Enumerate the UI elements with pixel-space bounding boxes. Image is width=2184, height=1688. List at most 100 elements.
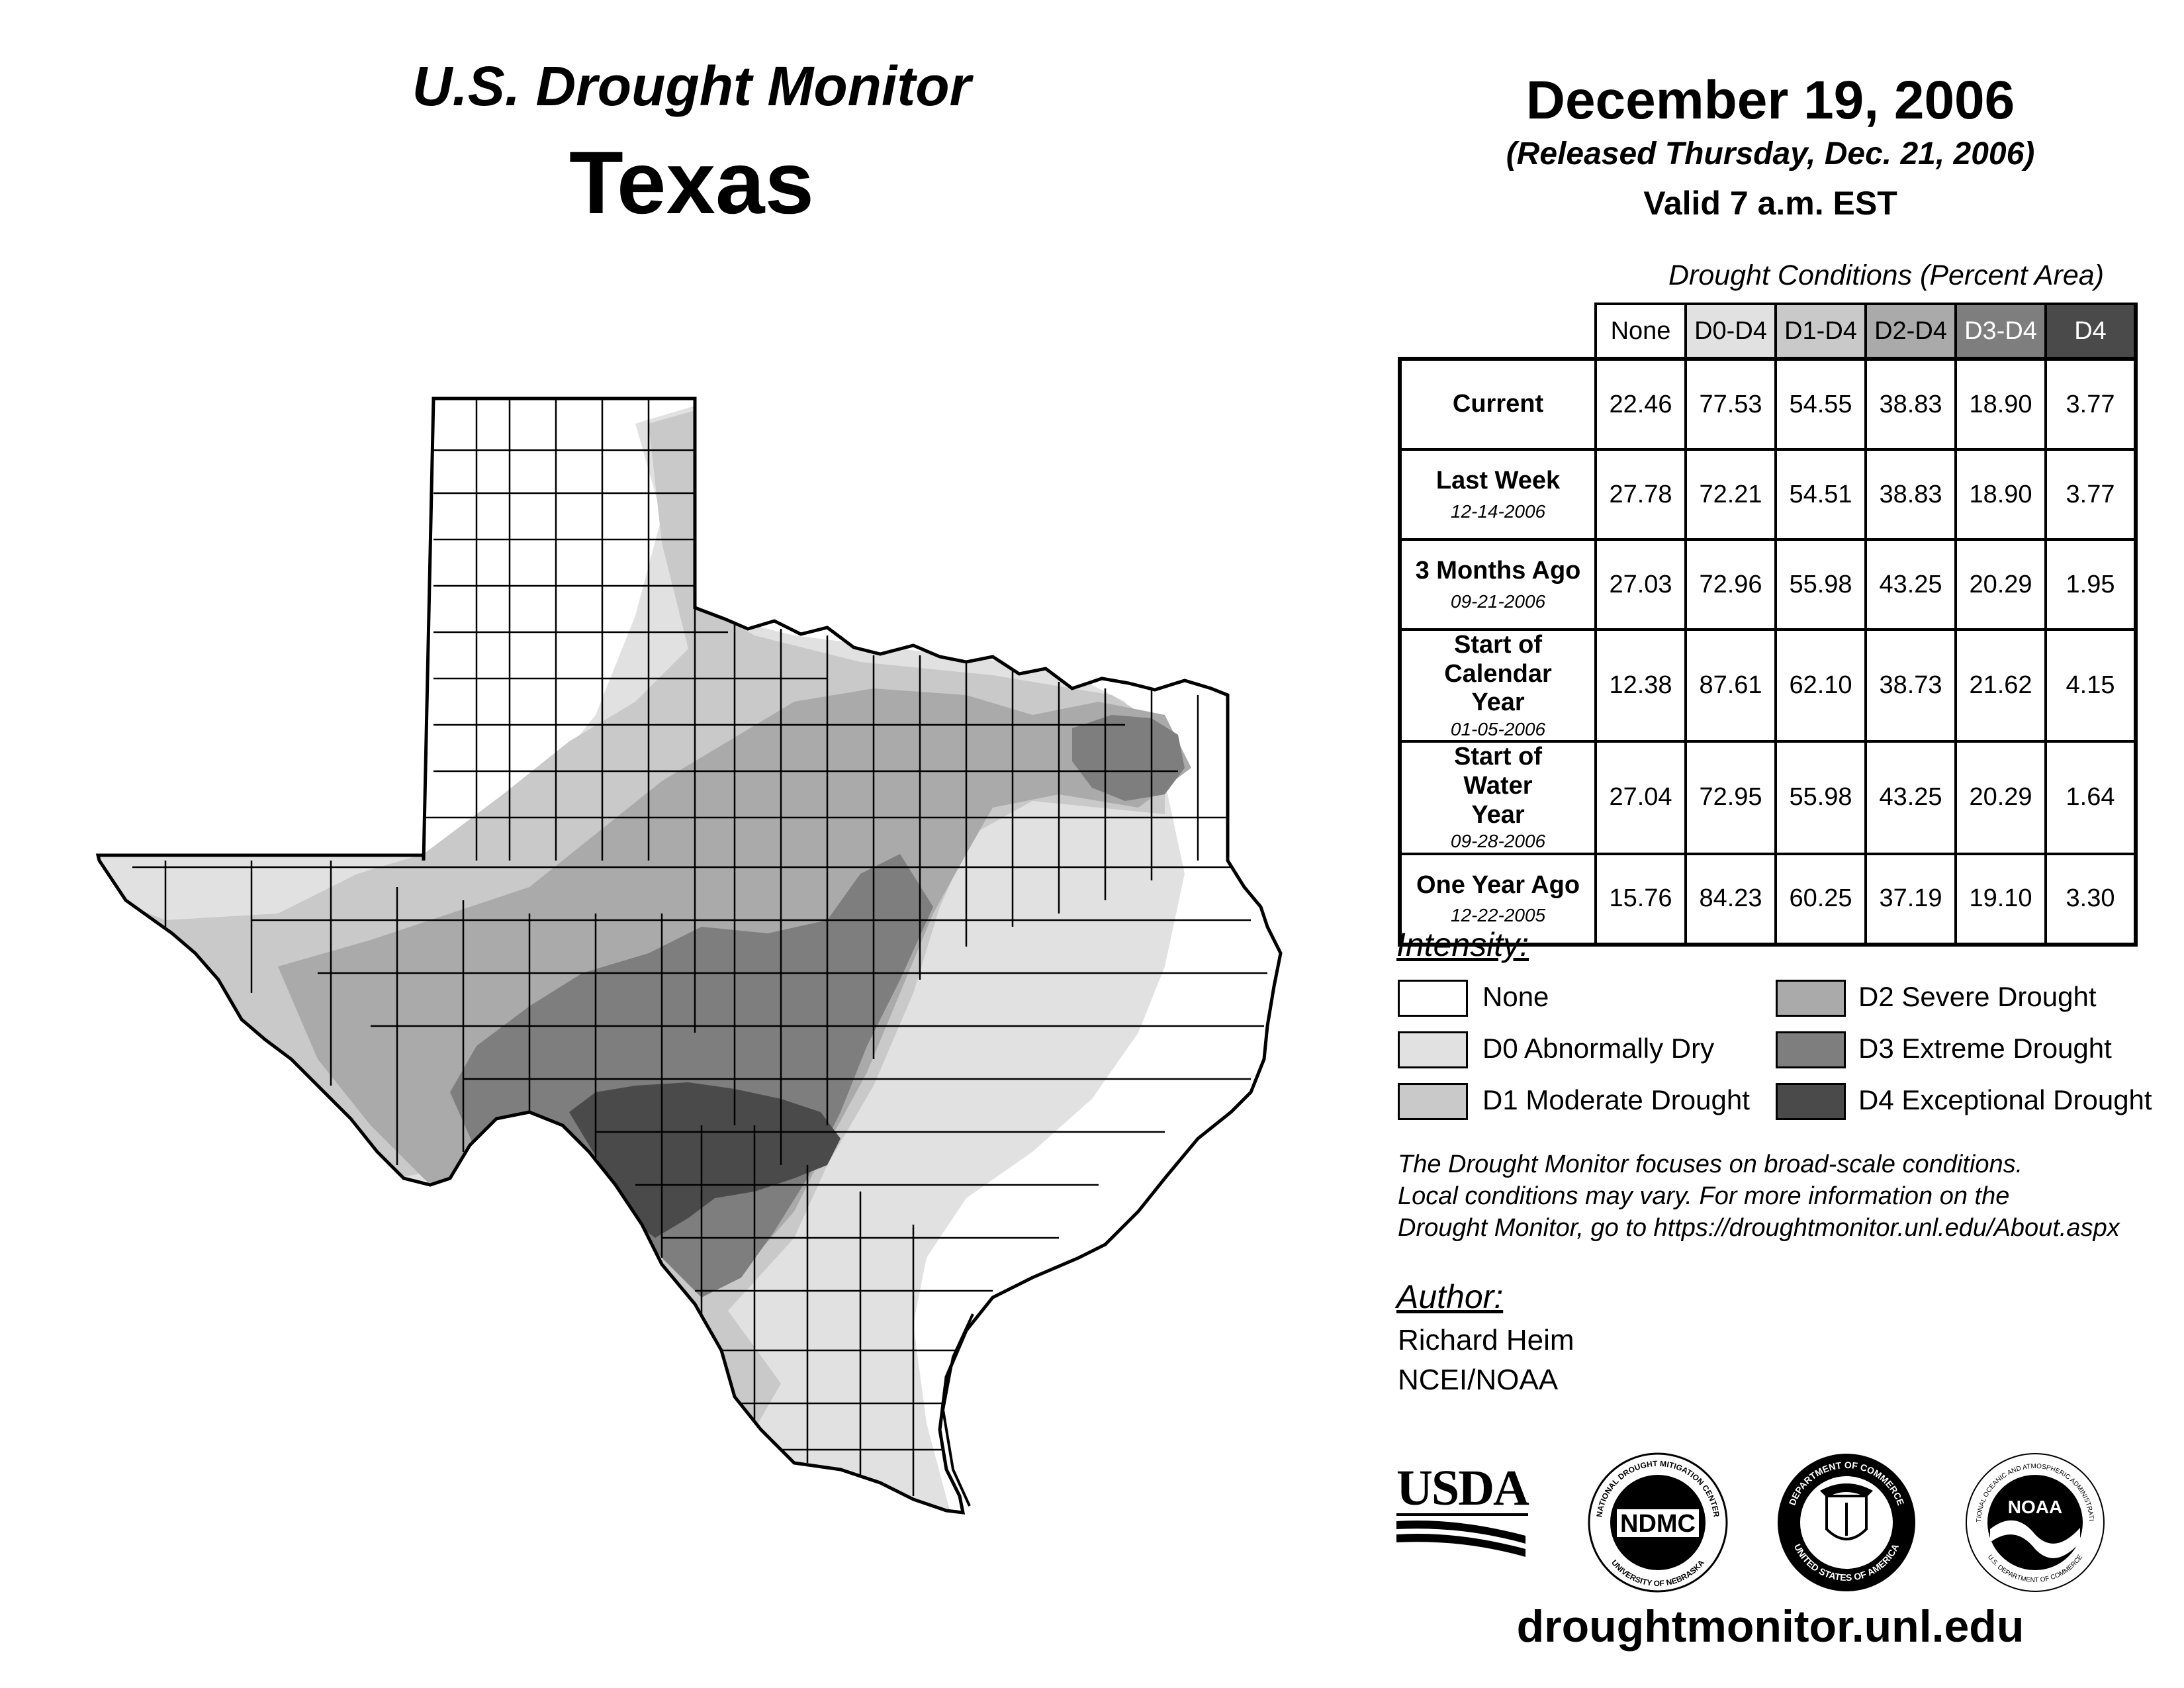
map-date: December 19, 2006 xyxy=(1525,70,2015,130)
valid-time: Valid 7 a.m. EST xyxy=(1643,185,1897,222)
release-date: (Released Thursday, Dec. 21, 2006) xyxy=(1506,136,2035,171)
table-row-3-months-ago: 3 Months Ago 09-21-2006 27.03 72.96 55.98… xyxy=(1398,538,2138,631)
table-cell: 54.51 xyxy=(1774,448,1867,541)
row-date: 12-14-2006 xyxy=(1450,500,1546,522)
table-cell: 38.83 xyxy=(1864,448,1957,541)
note-line-1: The Drought Monitor focuses on broad-sca… xyxy=(1398,1150,2023,1178)
table-row-current: Current 22.46 77.53 54.55 38.83 18.90 3.… xyxy=(1398,357,2138,451)
legend-label-d3: D3 Extreme Drought xyxy=(1858,1033,2112,1064)
table-cell: 12.38 xyxy=(1594,628,1687,743)
table-cell: 20.29 xyxy=(1954,538,2047,631)
table-row-start-water-year: Start of Water Year 09-28-2006 27.04 72.9… xyxy=(1398,740,2138,855)
disclaimer-note: The Drought Monitor focuses on broad-sca… xyxy=(1398,1149,2120,1244)
eagle-icon xyxy=(1820,1483,1873,1497)
legend-label-d2: D2 Severe Drought xyxy=(1858,981,2097,1012)
legend-label-d4: D4 Exceptional Drought xyxy=(1858,1084,2152,1115)
row-label: Current xyxy=(1398,357,1597,451)
table-cell: 27.78 xyxy=(1594,448,1687,541)
legend-swatch-d4 xyxy=(1776,1083,1846,1120)
drought-d4-area xyxy=(569,1082,841,1238)
ndmc-logo-text: NDMC xyxy=(1620,1510,1696,1538)
table-cell: 54.55 xyxy=(1774,357,1867,451)
padre-island-outline xyxy=(941,1313,974,1507)
table-cell: 15.76 xyxy=(1594,852,1687,947)
table-cell: 60.25 xyxy=(1774,852,1867,947)
column-header-d0-d4: D0-D4 xyxy=(1684,303,1777,360)
texas-drought-map xyxy=(95,397,1283,1515)
table-cell: 72.96 xyxy=(1684,538,1777,631)
table-row-last-week: Last Week 12-14-2006 27.78 72.21 54.51 38… xyxy=(1398,448,2138,541)
table-cell: 87.61 xyxy=(1684,628,1777,743)
legend-swatch-d1 xyxy=(1398,1083,1468,1120)
row-date: 12-22-2005 xyxy=(1450,905,1546,926)
noaa-logo-text: NOAA xyxy=(2008,1497,2062,1517)
note-line-2: Local conditions may vary. For more info… xyxy=(1398,1182,2010,1210)
row-label-text: 3 Months Ago xyxy=(1415,557,1581,585)
noaa-logo: NOAA NATIONAL OCEANIC AND ATMOSPHERIC AD… xyxy=(1962,1450,2105,1592)
row-label: Last Week 12-14-2006 xyxy=(1398,448,1597,541)
author-heading: Author: xyxy=(1396,1278,1504,1315)
table-cell: 38.73 xyxy=(1864,628,1957,743)
footer-url: droughtmonitor.unl.edu xyxy=(1516,1601,2025,1652)
table-cell: 1.95 xyxy=(2044,538,2138,631)
legend-label-d0: D0 Abnormally Dry xyxy=(1482,1033,1715,1064)
table-corner xyxy=(1400,304,1597,361)
drought-d3-northeast-area xyxy=(1072,715,1185,801)
drought-conditions-table: None D0-D4 D1-D4 D2-D4 D3-D4 D4 Current … xyxy=(1398,303,2138,947)
table-cell: 22.46 xyxy=(1594,357,1687,451)
table-cell: 3.77 xyxy=(2044,357,2138,451)
table-cell: 21.62 xyxy=(1954,628,2047,743)
map-title: U.S. Drought Monitor xyxy=(412,55,972,117)
usda-logo: USDA xyxy=(1396,1463,1529,1562)
author-name: Richard Heim xyxy=(1398,1324,1574,1356)
doc-seal-logo: DEPARTMENT OF COMMERCE UNITED STATES OF … xyxy=(1778,1454,1915,1591)
table-cell: 3.30 xyxy=(2044,852,2138,947)
legend-swatch-none xyxy=(1398,980,1468,1017)
row-label-text: Current xyxy=(1452,390,1544,418)
county-boundaries xyxy=(132,399,1267,1496)
table-cell: 27.03 xyxy=(1594,538,1687,631)
table-cell: 1.64 xyxy=(2044,740,2138,855)
table-cell: 84.23 xyxy=(1684,852,1777,947)
row-date: 01-05-2006 xyxy=(1450,719,1546,740)
row-label: Start of Water Year 09-28-2006 xyxy=(1398,740,1597,855)
table-cell: 38.83 xyxy=(1864,357,1957,451)
table-caption: Drought Conditions (Percent Area) xyxy=(1668,259,2105,291)
legend-label-none: None xyxy=(1482,981,1549,1012)
table-cell: 55.98 xyxy=(1774,740,1867,855)
table-cell: 27.04 xyxy=(1594,740,1687,855)
row-label-text: Start of Water Year xyxy=(1454,743,1542,829)
usda-swoosh-icon xyxy=(1396,1520,1525,1557)
note-line-3: Drought Monitor, go to https://droughtmo… xyxy=(1398,1214,2120,1242)
table-cell: 18.90 xyxy=(1954,448,2047,541)
column-header-none: None xyxy=(1594,303,1687,360)
table-cell: 20.29 xyxy=(1954,740,2047,855)
row-label-text: One Year Ago xyxy=(1416,870,1580,899)
table-cell: 62.10 xyxy=(1774,628,1867,743)
texas-outline xyxy=(95,397,1283,1515)
table-cell: 3.77 xyxy=(2044,448,2138,541)
table-row-start-calendar-year: Start of Calendar Year 01-05-2006 12.38 8… xyxy=(1398,628,2138,743)
table-cell: 37.19 xyxy=(1864,852,1957,947)
table-cell: 72.21 xyxy=(1684,448,1777,541)
region-title: Texas xyxy=(569,134,814,232)
drought-d3-area xyxy=(450,854,933,1297)
column-header-d4: D4 xyxy=(2044,303,2138,360)
row-date: 09-21-2006 xyxy=(1450,590,1546,612)
table-cell: 43.25 xyxy=(1864,740,1957,855)
row-label-text: Last Week xyxy=(1435,467,1561,495)
table-row-one-year-ago: One Year Ago 12-22-2005 15.76 84.23 60.25… xyxy=(1398,852,2138,947)
table-cell: 43.25 xyxy=(1864,538,1957,631)
table-cell: 55.98 xyxy=(1774,538,1867,631)
intensity-heading: Intensity: xyxy=(1396,926,1529,963)
table-cell: 77.53 xyxy=(1684,357,1777,451)
noaa-bird-icon xyxy=(1990,1520,2080,1558)
ndmc-logo: NDMC NATIONAL DROUGHT MITIGATION CENTER … xyxy=(1588,1452,1728,1593)
table-cell: 18.90 xyxy=(1954,357,2047,451)
row-label: 3 Months Ago 09-21-2006 xyxy=(1398,538,1597,631)
column-header-d3-d4: D3-D4 xyxy=(1954,303,2047,360)
legend-swatch-d0 xyxy=(1398,1031,1468,1068)
row-label: Start of Calendar Year 01-05-2006 xyxy=(1398,628,1597,743)
table-cell: 19.10 xyxy=(1954,852,2047,947)
legend-swatch-d2 xyxy=(1776,980,1846,1017)
